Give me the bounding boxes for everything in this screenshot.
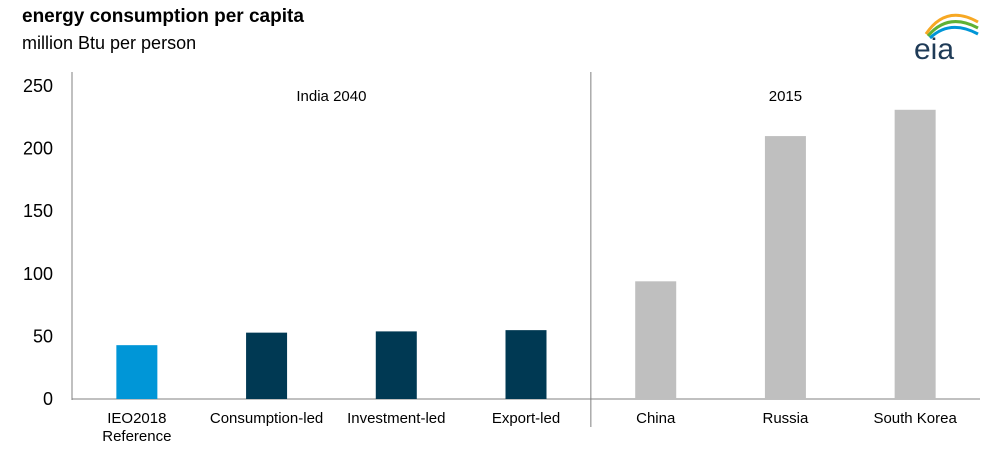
x-category-label-line: South Korea bbox=[873, 410, 957, 427]
logo-sun-icon bbox=[924, 13, 979, 35]
logo-text: eia bbox=[914, 33, 954, 64]
logo-wave-blue-icon bbox=[928, 26, 979, 40]
chart-subtitle: million Btu per person bbox=[22, 33, 197, 53]
x-category-label-line: Investment-led bbox=[347, 410, 445, 427]
x-category-label-line: Export-led bbox=[492, 410, 560, 427]
x-category-label: Russia bbox=[762, 410, 809, 427]
x-category-label: Export-led bbox=[492, 410, 560, 427]
bar bbox=[764, 136, 806, 399]
eia-logo: eia bbox=[914, 13, 979, 64]
x-category-label-line: Reference bbox=[102, 428, 171, 445]
x-category-label-line: IEO2018 bbox=[107, 410, 166, 427]
bar bbox=[116, 345, 158, 399]
bar bbox=[246, 332, 288, 399]
group-label: India 2040 bbox=[296, 88, 366, 105]
y-tick-label: 50 bbox=[33, 326, 53, 346]
y-tick-label: 200 bbox=[23, 139, 53, 159]
x-category-label: South Korea bbox=[873, 410, 957, 427]
logo-wave-green-icon bbox=[926, 20, 979, 37]
bar bbox=[894, 109, 936, 400]
x-category-label-line: Russia bbox=[762, 410, 809, 427]
x-category-label: IEO2018 Reference bbox=[102, 410, 171, 445]
x-category-label: Consumption-led bbox=[210, 410, 323, 427]
x-category-label: Investment-led bbox=[347, 410, 445, 427]
y-tick-label: 0 bbox=[43, 389, 53, 409]
bar bbox=[505, 330, 547, 399]
y-tick-label: 100 bbox=[23, 264, 53, 284]
bar bbox=[635, 281, 677, 399]
x-category-label-line: Consumption-led bbox=[210, 410, 323, 427]
x-category-label: China bbox=[636, 410, 676, 427]
y-tick-label: 150 bbox=[23, 201, 53, 221]
chart-title: energy consumption per capita bbox=[22, 6, 304, 27]
y-tick-label: 250 bbox=[23, 76, 53, 96]
x-category-label-line: China bbox=[636, 410, 676, 427]
bar bbox=[375, 331, 417, 399]
group-label: 2015 bbox=[769, 88, 802, 105]
